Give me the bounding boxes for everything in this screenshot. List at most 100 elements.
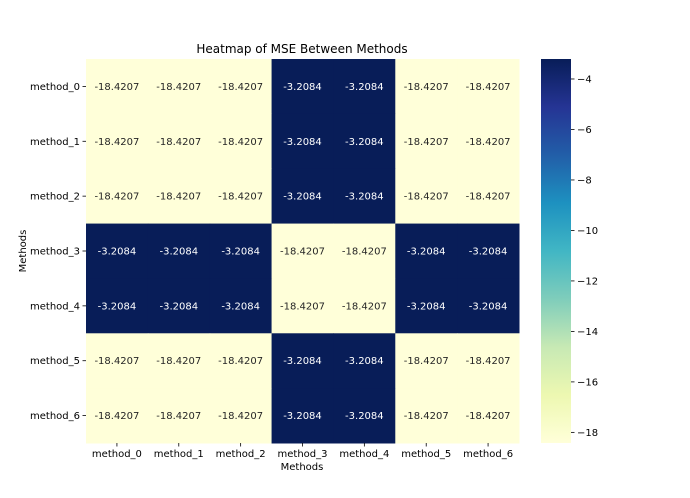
- heatmap-cell: [86, 388, 149, 444]
- heatmap-cell: [209, 223, 273, 279]
- heatmap-cell: [147, 168, 211, 225]
- cell-annotation: -18.4207: [280, 301, 325, 312]
- heatmap-cell: [271, 223, 334, 279]
- x-tick-label: method_4: [339, 449, 389, 460]
- cell-annotation: -18.4207: [218, 411, 263, 422]
- heatmap-cell: [395, 278, 458, 334]
- cell-annotation: -3.2084: [469, 247, 508, 258]
- heatmap-cell: [457, 278, 520, 334]
- cell-annotation: -3.2084: [221, 247, 260, 258]
- heatmap-cell: [333, 113, 396, 170]
- heatmap-cell: [147, 59, 211, 115]
- colorbar-tick-label: −6: [577, 125, 592, 136]
- heatmap-cell: [271, 113, 334, 170]
- cell-annotation: -3.2084: [345, 82, 384, 93]
- cell-annotation: -18.4207: [466, 82, 511, 93]
- cell-annotation: -3.2084: [98, 247, 137, 258]
- cell-annotation: -3.2084: [407, 247, 446, 258]
- heatmap-cell: [209, 278, 273, 334]
- cell-annotation: -18.4207: [466, 356, 511, 367]
- cell-annotation: -18.4207: [342, 301, 387, 312]
- cell-annotation: -18.4207: [404, 82, 449, 93]
- heatmap-cell: [147, 388, 211, 444]
- cell-annotation: -3.2084: [345, 137, 384, 148]
- chart-title: Heatmap of MSE Between Methods: [196, 42, 407, 56]
- cell-annotation: -3.2084: [283, 411, 322, 422]
- heatmap-cell: [395, 223, 458, 279]
- cell-annotation: -18.4207: [280, 247, 325, 258]
- cell-annotation: -3.2084: [345, 192, 384, 203]
- cell-annotation: -18.4207: [466, 411, 511, 422]
- heatmap-cell: [333, 59, 396, 115]
- heatmap-cell: [86, 333, 149, 389]
- heatmap-cell: [395, 168, 458, 225]
- heatmap-cell: [209, 168, 273, 225]
- x-axis-label: Methods: [281, 462, 324, 473]
- cell-annotation: -18.4207: [94, 356, 139, 367]
- cell-annotation: -18.4207: [156, 411, 201, 422]
- y-axis-ticks: method_0 method_1 method_2 method_3 method_4…: [30, 82, 86, 422]
- heatmap-cell: [271, 278, 334, 334]
- y-tick-label: method_4: [30, 301, 80, 312]
- heatmap-cell: [147, 113, 211, 170]
- cell-annotation: -18.4207: [342, 247, 387, 258]
- x-tick-label: method_0: [92, 449, 142, 460]
- x-tick-label: method_6: [463, 449, 513, 460]
- y-axis-label: Methods: [18, 230, 29, 273]
- heatmap-cell: [271, 168, 334, 225]
- cell-annotation: -18.4207: [156, 356, 201, 367]
- heatmap-cell: [86, 223, 149, 279]
- heatmap-cell: [457, 113, 520, 170]
- y-tick-label: method_6: [30, 411, 80, 422]
- heatmap-cell: [271, 388, 334, 444]
- heatmap-cell: [147, 278, 211, 334]
- heatmap-cell: [457, 333, 520, 389]
- y-tick-label: method_5: [30, 356, 80, 367]
- heatmap-cell: [457, 388, 520, 444]
- heatmap-cell: [333, 388, 396, 444]
- heatmap-cell: [333, 223, 396, 279]
- heatmap-cell: [333, 278, 396, 334]
- cell-annotation: -3.2084: [283, 82, 322, 93]
- y-tick-label: method_3: [30, 247, 80, 258]
- colorbar-tick-label: −16: [577, 377, 598, 388]
- cell-annotation: -3.2084: [283, 137, 322, 148]
- cell-annotation: -18.4207: [404, 192, 449, 203]
- cell-annotation: -18.4207: [156, 82, 201, 93]
- heatmap-cells: -18.4207 -18.4207 -18.4207 -3.2084 -3.2084 -1…: [86, 59, 520, 444]
- heatmap-cell: [333, 168, 396, 225]
- colorbar-tick-label: −10: [577, 226, 598, 237]
- heatmap-cell: [395, 59, 458, 115]
- cell-annotation: -3.2084: [345, 356, 384, 367]
- cell-annotation: -18.4207: [218, 356, 263, 367]
- colorbar-tick-label: −12: [577, 276, 598, 287]
- cell-annotation: -18.4207: [404, 411, 449, 422]
- x-tick-label: method_3: [278, 449, 328, 460]
- colorbar-tick-label: −8: [577, 175, 592, 186]
- y-tick-label: method_1: [30, 137, 80, 148]
- heatmap-cell: [395, 113, 458, 170]
- x-tick-label: method_5: [401, 449, 451, 460]
- cell-annotation: -18.4207: [94, 82, 139, 93]
- cell-annotation: -18.4207: [466, 192, 511, 203]
- cell-annotation: -18.4207: [94, 137, 139, 148]
- cell-annotation: -3.2084: [345, 411, 384, 422]
- heatmap-cell: [86, 59, 149, 115]
- cell-annotation: -3.2084: [407, 301, 446, 312]
- cell-annotation: -18.4207: [218, 82, 263, 93]
- heatmap-cell: [271, 333, 334, 389]
- cell-annotation: -18.4207: [404, 137, 449, 148]
- cell-annotation: -18.4207: [94, 192, 139, 203]
- x-tick-label: method_1: [154, 449, 204, 460]
- y-tick-label: method_0: [30, 82, 80, 93]
- heatmap-cell: [209, 388, 273, 444]
- heatmap-cell: [457, 223, 520, 279]
- cell-annotation: -3.2084: [221, 301, 260, 312]
- cell-annotation: -3.2084: [283, 192, 322, 203]
- heatmap-cell: [457, 59, 520, 115]
- cell-annotation: -18.4207: [404, 356, 449, 367]
- heatmap-cell: [457, 168, 520, 225]
- heatmap-cell: [86, 168, 149, 225]
- cell-annotation: -3.2084: [159, 247, 198, 258]
